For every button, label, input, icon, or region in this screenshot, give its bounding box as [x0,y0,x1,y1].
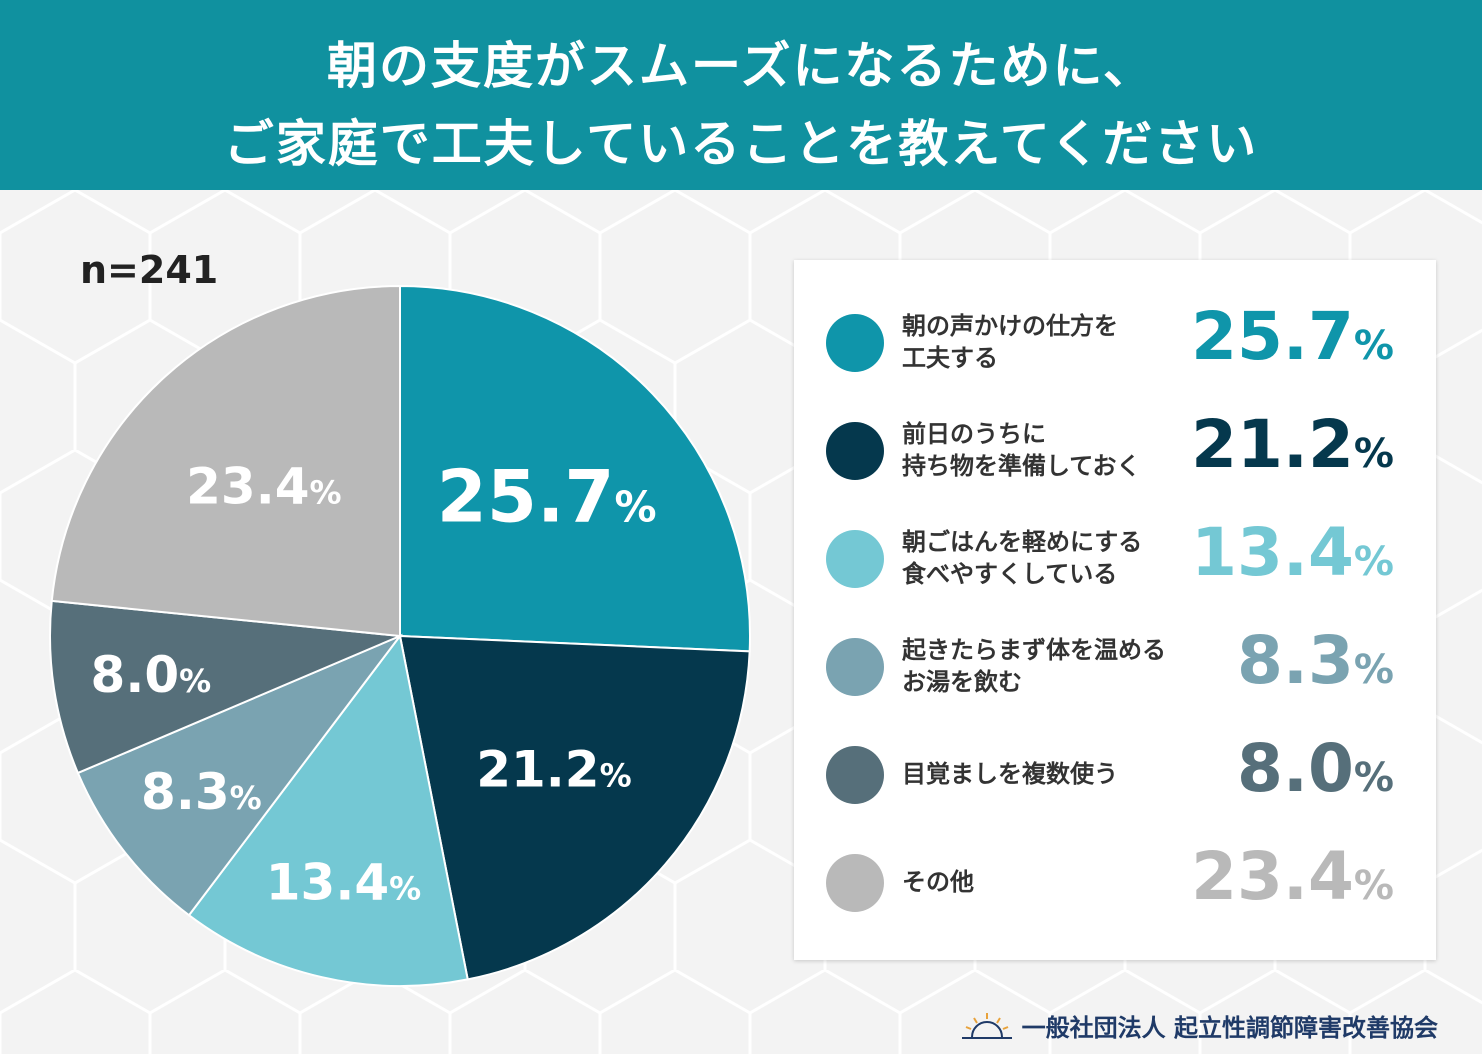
slice-label-6: 23.4% [186,457,341,515]
slice-label-2: 21.2% [476,740,631,798]
legend-swatch [826,422,884,480]
pie-slice-4 [76,633,404,917]
legend-item-6: その他 23.4% [794,838,1436,942]
title-line-1: 朝の支度がスムーズになるために、 [327,37,1155,95]
legend-item-5: 目覚ましを複数使う 8.0% [794,730,1436,834]
legend-swatch [826,314,884,372]
title-line-2: ご家庭で工夫していることを教えてください [223,115,1259,173]
slice-label-5: 8.0% [91,646,212,704]
legend-label: 起きたらまず体を温める お湯を飲む [902,636,1166,696]
legend-value: 23.4% [1191,838,1394,915]
slice-label-3: 13.4% [266,854,421,912]
legend-label: 朝ごはんを軽めにする 食べやすくしている [902,528,1143,588]
legend-label: 目覚ましを複数使う [902,760,1118,788]
pie-chart: 25.7% 21.2% 13.4%8.3% 8.0% 23.4% [49,284,751,987]
legend-swatch [826,638,884,696]
legend-value: 8.3% [1237,622,1394,699]
title-banner: 朝の支度がスムーズになるために、 ご家庭で工夫していることを教えてください [0,0,1482,190]
legend-value: 13.4% [1191,514,1394,591]
pie-slice-2 [398,634,751,981]
legend-label: その他 [902,868,974,896]
legend-swatch [826,854,884,912]
slice-label-1: 25.7% [437,455,657,539]
legend-item-4: 起きたらまず体を温める お湯を飲む 8.3% [794,622,1436,726]
legend-panel: 朝の声かけの仕方を 工夫する 25.7% 前日のうちに 持ち物を準備しておく 21.2% 朝… [794,260,1436,960]
legend-value: 25.7% [1191,298,1394,375]
rising-sun-logo-icon [961,1012,1012,1039]
legend-item-2: 前日のうちに 持ち物を準備しておく 21.2% [794,406,1436,510]
pie-slice-1 [399,284,751,653]
pie-slice-3 [187,633,469,987]
legend-item-3: 朝ごはんを軽めにする 食べやすくしている 13.4% [794,514,1436,618]
pie-slice-6 [50,284,401,638]
legend-value: 21.2% [1191,406,1394,483]
slice-label-4: 8.3% [141,763,262,821]
legend-label: 前日のうちに 持ち物を準備しておく [902,420,1141,480]
organization-name: 一般社団法人 起立性調節障害改善協会 [1021,1014,1438,1042]
legend-value: 8.0% [1237,730,1394,807]
legend-label: 朝の声かけの仕方を 工夫する [902,312,1118,372]
footer-organization: 一般社団法人 起立性調節障害改善協会 [961,1008,1438,1043]
legend-swatch [826,530,884,588]
sample-size: n=241 [80,248,219,292]
legend-item-1: 朝の声かけの仕方を 工夫する 25.7% [794,298,1436,402]
legend-swatch [826,746,884,804]
pie-slice-5 [49,599,401,775]
